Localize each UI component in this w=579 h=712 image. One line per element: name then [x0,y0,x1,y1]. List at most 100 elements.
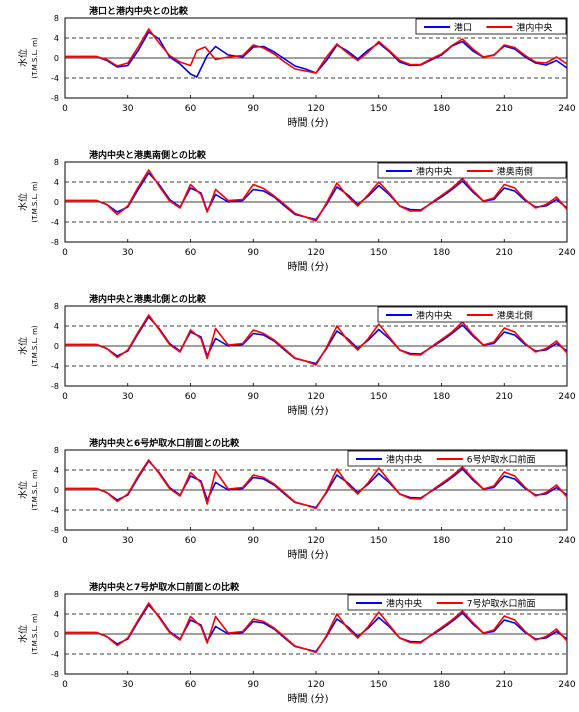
y-tick-label: -8 [51,670,59,679]
series-line-2 [65,459,568,510]
x-tick-label: 90 [248,680,260,690]
x-tick-label: 30 [122,536,134,546]
y-tick-label: 4 [54,178,59,187]
y-tick-label: 4 [54,322,59,331]
x-axis-label: 時間 (分) [288,117,329,129]
legend: 港口 港内中央 [415,18,567,35]
x-tick-label: 210 [496,536,513,546]
legend: 港内中央 港奥南側 [377,162,567,179]
y-axis-unit-label: (T.M.S.L. m) [31,37,39,79]
x-tick-label: 240 [558,680,575,690]
x-tick-label: 120 [307,680,324,690]
y-tick-label: 8 [54,14,59,23]
y-tick-label: 0 [54,198,59,207]
x-tick-label: 0 [62,392,68,402]
y-axis-unit-label: (T.M.S.L. m) [31,325,39,367]
chart-title: 港内中央と港奥南側との比較 [89,149,207,161]
y-axis-label: 水位 [17,193,29,211]
chart-title: 港内中央と港奥北側との比較 [89,293,207,305]
y-tick-label: -4 [51,506,59,515]
legend-label-2: 港奥南側 [497,166,533,178]
legend: 港内中央 港奥北側 [377,306,567,323]
x-tick-label: 210 [496,104,513,114]
x-tick-label: 240 [558,536,575,546]
y-tick-label: 4 [54,466,59,475]
y-tick-label: 0 [54,486,59,495]
legend-label-1: 港内中央 [386,454,422,466]
y-axis-unit-label: (T.M.S.L. m) [31,613,39,655]
y-tick-label: 0 [54,630,59,639]
y-axis-unit-label: (T.M.S.L. m) [31,469,39,511]
x-tick-label: 0 [62,248,68,258]
x-tick-label: 90 [248,392,260,402]
legend-label-2: 6号炉取水口前面 [467,454,536,466]
legend-label-1: 港内中央 [416,166,452,178]
series-line-2 [65,169,568,222]
series-line-2 [65,602,568,654]
x-tick-label: 60 [185,392,197,402]
x-tick-label: 60 [185,104,197,114]
x-tick-label: 60 [185,248,197,258]
y-tick-label: 0 [54,342,59,351]
y-tick-label: -8 [51,94,59,103]
legend-label-1: 港内中央 [386,598,422,610]
legend-label-2: 7号炉取水口前面 [467,598,536,610]
x-tick-label: 60 [185,680,197,690]
y-tick-label: 4 [54,34,59,43]
x-tick-label: 150 [370,248,387,258]
y-axis-label: 水位 [17,49,29,67]
x-tick-label: 150 [370,104,387,114]
x-tick-label: 30 [122,392,134,402]
legend-label-2: 港内中央 [516,22,552,34]
x-tick-label: 90 [248,248,260,258]
x-tick-label: 30 [122,248,134,258]
x-axis-label: 時間 (分) [288,549,329,561]
y-tick-label: 4 [54,610,59,619]
x-tick-label: 120 [307,392,324,402]
x-tick-label: 150 [370,392,387,402]
y-tick-label: -4 [51,74,59,83]
y-tick-label: -8 [51,382,59,391]
x-tick-label: 240 [558,392,575,402]
x-tick-label: 0 [62,680,68,690]
y-tick-label: -4 [51,218,59,227]
x-tick-label: 210 [496,248,513,258]
x-tick-label: 0 [62,536,68,546]
x-tick-label: 180 [433,104,450,114]
chart-title: 港内中央と6号炉取水口前面との比較 [89,437,240,449]
x-tick-label: 150 [370,536,387,546]
x-tick-label: 180 [433,680,450,690]
series-line-2 [65,28,568,74]
x-tick-label: 240 [558,104,575,114]
y-axis-label: 水位 [17,625,29,643]
x-tick-label: 180 [433,392,450,402]
x-tick-label: 210 [496,392,513,402]
legend-label-2: 港奥北側 [497,310,533,322]
x-axis-label: 時間 (分) [288,693,329,705]
y-axis-label: 水位 [17,481,29,499]
x-tick-label: 120 [307,536,324,546]
x-tick-label: 0 [62,104,68,114]
y-tick-label: 8 [54,302,59,311]
x-tick-label: 120 [307,104,324,114]
y-axis-unit-label: (T.M.S.L. m) [31,181,39,223]
x-tick-label: 30 [122,680,134,690]
x-tick-label: 120 [307,248,324,258]
legend: 港内中央 6号炉取水口前面 [347,450,567,467]
y-tick-label: 8 [54,446,59,455]
y-axis-label: 水位 [17,337,29,355]
y-tick-label: 0 [54,54,59,63]
x-tick-label: 90 [248,536,260,546]
x-tick-label: 210 [496,680,513,690]
x-axis-label: 時間 (分) [288,405,329,417]
legend-label-1: 港口 [454,22,472,34]
x-axis-label: 時間 (分) [288,261,329,273]
chart-title: 港口と港内中央との比較 [89,5,189,17]
y-tick-label: -8 [51,526,59,535]
x-tick-label: 180 [433,248,450,258]
y-tick-label: -4 [51,650,59,659]
